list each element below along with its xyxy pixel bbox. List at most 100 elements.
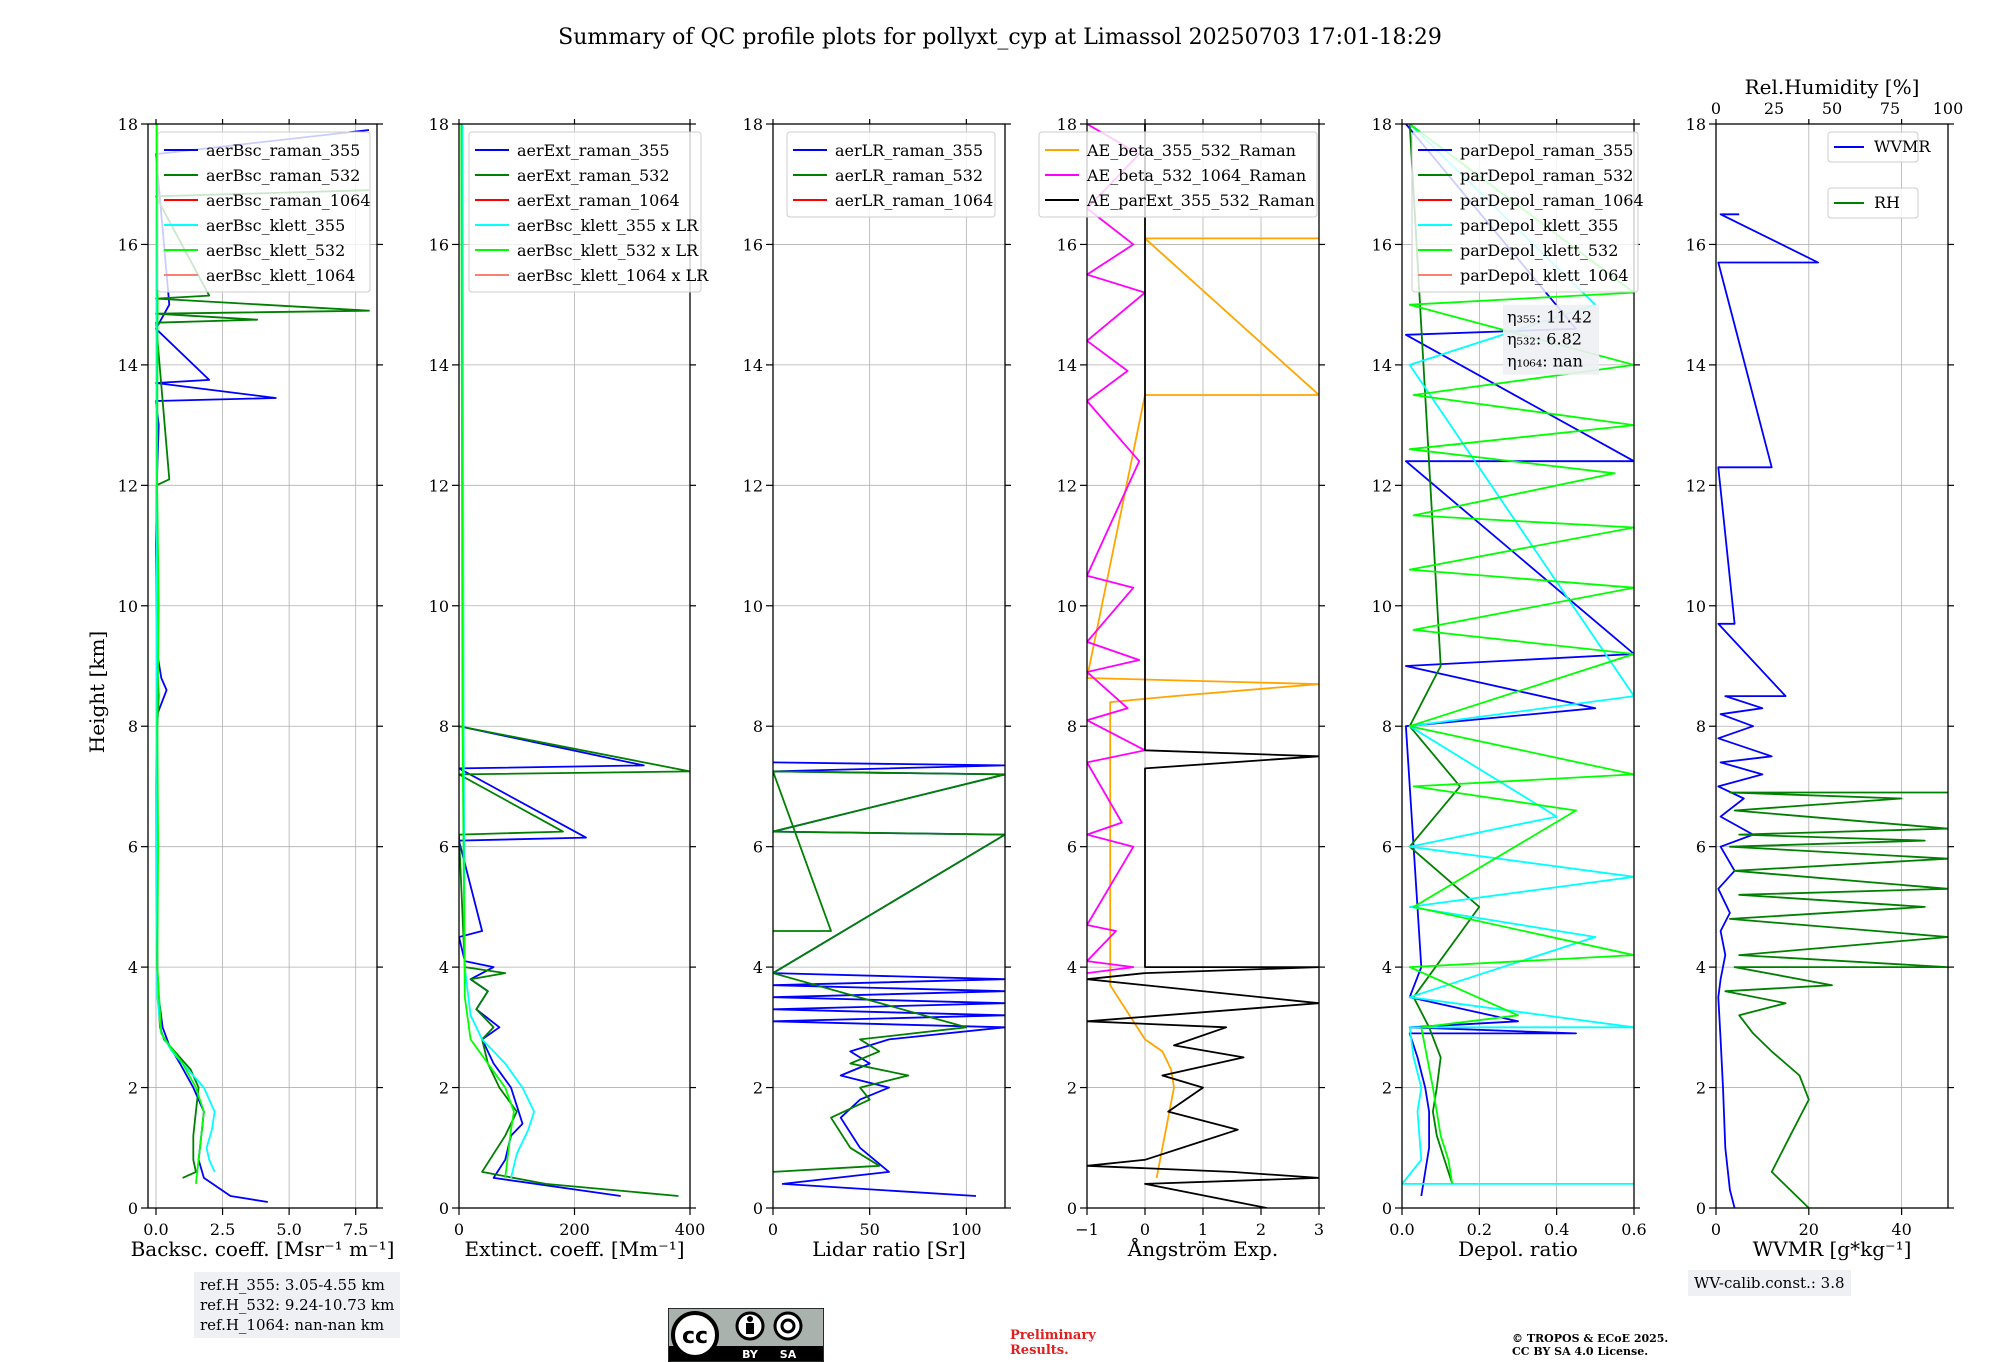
svg-text:BY: BY	[742, 1348, 759, 1361]
y-tick-label: 2	[1382, 1079, 1392, 1098]
panel-depol: 0.0 0.2 0.4 0.6 0 2 4 6 8 10 12 14 16 18 Depol. ratio p…	[1372, 115, 1647, 1261]
y-tick-label: 0	[128, 1199, 138, 1218]
y-tick-label: 0	[439, 1199, 449, 1218]
legend-entry: aerExt_raman_1064	[517, 191, 680, 210]
y-tick-label: 16	[429, 235, 449, 254]
legend-entry: aerBsc_klett_532	[206, 241, 345, 260]
y-tick-label: 12	[1057, 476, 1077, 495]
y-tick-label: 4	[1067, 958, 1077, 977]
series-parDepol_raman_532	[1408, 124, 1481, 1185]
series-aerBsc_raman_532	[155, 189, 370, 1179]
axes-frame	[1401, 123, 1635, 1209]
y-tick-label: 12	[743, 476, 763, 495]
x-tick-label: −1	[1075, 1220, 1099, 1239]
y-axis-label: Height [km]	[85, 631, 109, 753]
x-tick-label: 20	[1799, 1220, 1819, 1239]
series-group	[773, 761, 1005, 1197]
series-group	[155, 124, 370, 1203]
y-tick-label: 10	[1372, 597, 1392, 616]
y-tick-label: 4	[1382, 958, 1392, 977]
figure-title: Summary of QC profile plots for pollyxt_…	[558, 25, 1442, 50]
y-tick-label: 16	[743, 235, 763, 254]
series-aerBsc_klett_355	[155, 124, 216, 1173]
legend: WVMR RH	[1827, 131, 1931, 219]
x-tick-label: 0	[454, 1220, 464, 1239]
x-tick-label: 1	[1198, 1220, 1208, 1239]
y-tick-label: 8	[128, 717, 138, 736]
y-tick-label: 0	[753, 1199, 763, 1218]
legend-entry: aerBsc_klett_355 x LR	[517, 216, 699, 235]
reference-height-box: ref.H_355: 3.05-4.55 km ref.H_532: 9.24-…	[194, 1272, 401, 1338]
x-tick-label: 50	[859, 1220, 879, 1239]
series-aerLR_raman_355	[773, 761, 1005, 1197]
legend-entry: parDepol_raman_532	[1460, 166, 1633, 185]
y-tick-label: 8	[1696, 717, 1706, 736]
y-tick-label: 6	[128, 838, 138, 857]
x-tick-label: 0	[1140, 1220, 1150, 1239]
x-tick-label: 0.2	[1467, 1220, 1492, 1239]
top-x-axis-label: Rel.Humidity [%]	[1745, 75, 1920, 99]
axes-frame	[147, 123, 378, 1209]
refh-355: ref.H_355: 3.05-4.55 km	[200, 1276, 385, 1294]
legend-entry: aerExt_raman_532	[517, 166, 670, 185]
legend: aerLR_raman_355 aerLR_raman_532 aerLR_rama…	[786, 131, 996, 218]
series-parDepol_klett_355	[1402, 124, 1634, 1185]
eta-value: η₅₃₂: 6.82	[1507, 330, 1582, 349]
preliminary-line-1: Preliminary	[1010, 1328, 1096, 1343]
legend-entry: AE_parExt_355_532_Raman	[1086, 191, 1315, 210]
y-tick-label: 6	[753, 838, 763, 857]
eta-value: η₃₅₅: 11.42	[1507, 308, 1592, 327]
svg-text:SA: SA	[780, 1348, 797, 1361]
y-tick-label: 6	[1382, 838, 1392, 857]
annotation-box	[1503, 304, 1599, 375]
y-tick-label: 14	[429, 356, 449, 375]
y-tick-label: 18	[118, 115, 138, 134]
y-tick-label: 16	[1372, 235, 1392, 254]
preliminary-results-note: Preliminary Results.	[1010, 1328, 1096, 1358]
legend: AE_beta_355_532_Raman AE_beta_532_1064_Ra…	[1038, 131, 1318, 218]
wv-calib-const: WV-calib.const.: 3.8	[1694, 1274, 1845, 1292]
legend-entry: aerBsc_klett_532 x LR	[517, 241, 699, 260]
x-tick-label: 0	[768, 1220, 778, 1239]
y-tick-label: 10	[743, 597, 763, 616]
legend-frame	[1411, 131, 1639, 293]
y-tick-label: 18	[429, 115, 449, 134]
x-axis-label: Backsc. coeff. [Msr⁻¹ m⁻¹]	[131, 1237, 395, 1261]
top-x-tick-label: 100	[1933, 99, 1964, 118]
y-tick-label: 10	[1057, 597, 1077, 616]
legend-entry: RH	[1874, 193, 1900, 212]
legend-entry: aerBsc_raman_1064	[206, 191, 371, 210]
legend-entry: aerLR_raman_1064	[835, 191, 993, 210]
top-x-tick-label: 0	[1711, 99, 1721, 118]
y-tick-label: 6	[1067, 838, 1077, 857]
y-tick-label: 16	[118, 235, 138, 254]
y-tick-label: 10	[1686, 597, 1706, 616]
y-tick-label: 10	[429, 597, 449, 616]
y-tick-label: 18	[1372, 115, 1392, 134]
series-AE_beta_355_532_Raman	[1087, 237, 1319, 1179]
legend-entry: parDepol_klett_355	[1460, 216, 1618, 235]
series-group	[459, 124, 690, 1197]
legend-entry: aerLR_raman_355	[835, 141, 983, 160]
x-tick-label: 200	[559, 1220, 590, 1239]
eta-value: η₁₀₆₄: nan	[1507, 352, 1583, 371]
x-axis-label: WVMR [g*kg⁻¹]	[1753, 1237, 1912, 1261]
x-axis-label: Ångström Exp.	[1127, 1236, 1278, 1261]
series-aerLR_raman_532	[773, 770, 1005, 1173]
cc-logo-icon	[671, 1311, 719, 1359]
panel-backscatter: 0.0 2.5 5.0 7.5 0 2 4 6 8 10 12 14 16 18 Backsc. coeff…	[118, 115, 395, 1261]
x-tick-label: 0.4	[1544, 1220, 1569, 1239]
panel-wvmr: 0 20 40 0 2 4 6 8 10 12 14 16 18 WVMR [g*kg⁻¹] 0 25 50 75…	[1686, 75, 1964, 1261]
series-group	[1717, 213, 1948, 1208]
y-tick-label: 2	[753, 1079, 763, 1098]
series-parDepol_klett_532	[1408, 124, 1634, 1185]
cc-by-sa-license-badge: cc BY SA	[668, 1308, 824, 1362]
legend-entry: WVMR	[1874, 137, 1931, 156]
series-aerBsc_klett_532 x LR	[460, 124, 515, 1179]
y-tick-label: 4	[128, 958, 138, 977]
x-tick-label: 0	[1711, 1220, 1721, 1239]
svg-text:cc: cc	[682, 1324, 708, 1349]
y-tick-label: 2	[1067, 1079, 1077, 1098]
y-tick-label: 0	[1696, 1199, 1706, 1218]
